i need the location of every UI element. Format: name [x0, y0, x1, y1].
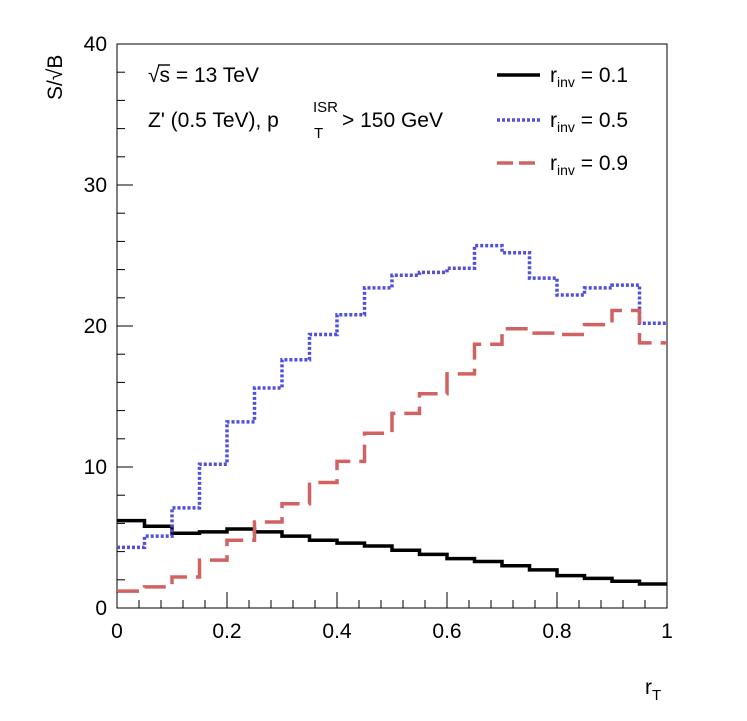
legend-label-1: rinv = 0.1 [550, 64, 628, 90]
y-tick-label: 30 [84, 174, 107, 197]
model-post: > 150 GeV [342, 109, 443, 132]
y-tick-label: 20 [84, 315, 107, 338]
x-tick-label: 0.8 [542, 620, 571, 643]
x-axis-label-main: r [645, 676, 652, 699]
model-pre: Z' (0.5 TeV), p [148, 109, 279, 132]
energy-sqrt: √s [148, 64, 170, 87]
series-line-2 [117, 243, 667, 550]
series-line-3 [117, 308, 667, 593]
legend: rinv = 0.1 rinv = 0.5 rinv = 0.9 [497, 64, 628, 178]
x-tick-label: 1 [661, 620, 673, 643]
series-line-1 [117, 518, 667, 586]
x-tick-label: 0 [111, 620, 123, 643]
y-tick-label: 10 [84, 456, 107, 479]
energy-annotation: √s = 13 TeV [148, 64, 259, 87]
y-axis-title: S/√B [44, 55, 67, 100]
y-axis-label: S/√B [44, 55, 67, 100]
x-axis-title: rT [645, 676, 661, 704]
x-tick-label: 0.6 [432, 620, 461, 643]
model-annotation: Z' (0.5 TeV), p [148, 109, 279, 132]
x-tick-label: 0.4 [322, 620, 352, 643]
energy-rest: = 13 TeV [170, 64, 259, 87]
model-sup: ISR [313, 99, 338, 116]
legend-label-2: rinv = 0.5 [550, 109, 628, 135]
series-layer [117, 243, 667, 593]
legend-label-3: rinv = 0.9 [550, 152, 628, 178]
x-tick-label: 0.2 [212, 620, 241, 643]
x-axis-label-sub: T [652, 687, 661, 704]
model-sub: T [314, 125, 323, 142]
y-tick-label: 0 [95, 597, 107, 620]
y-tick-label: 40 [84, 33, 107, 56]
